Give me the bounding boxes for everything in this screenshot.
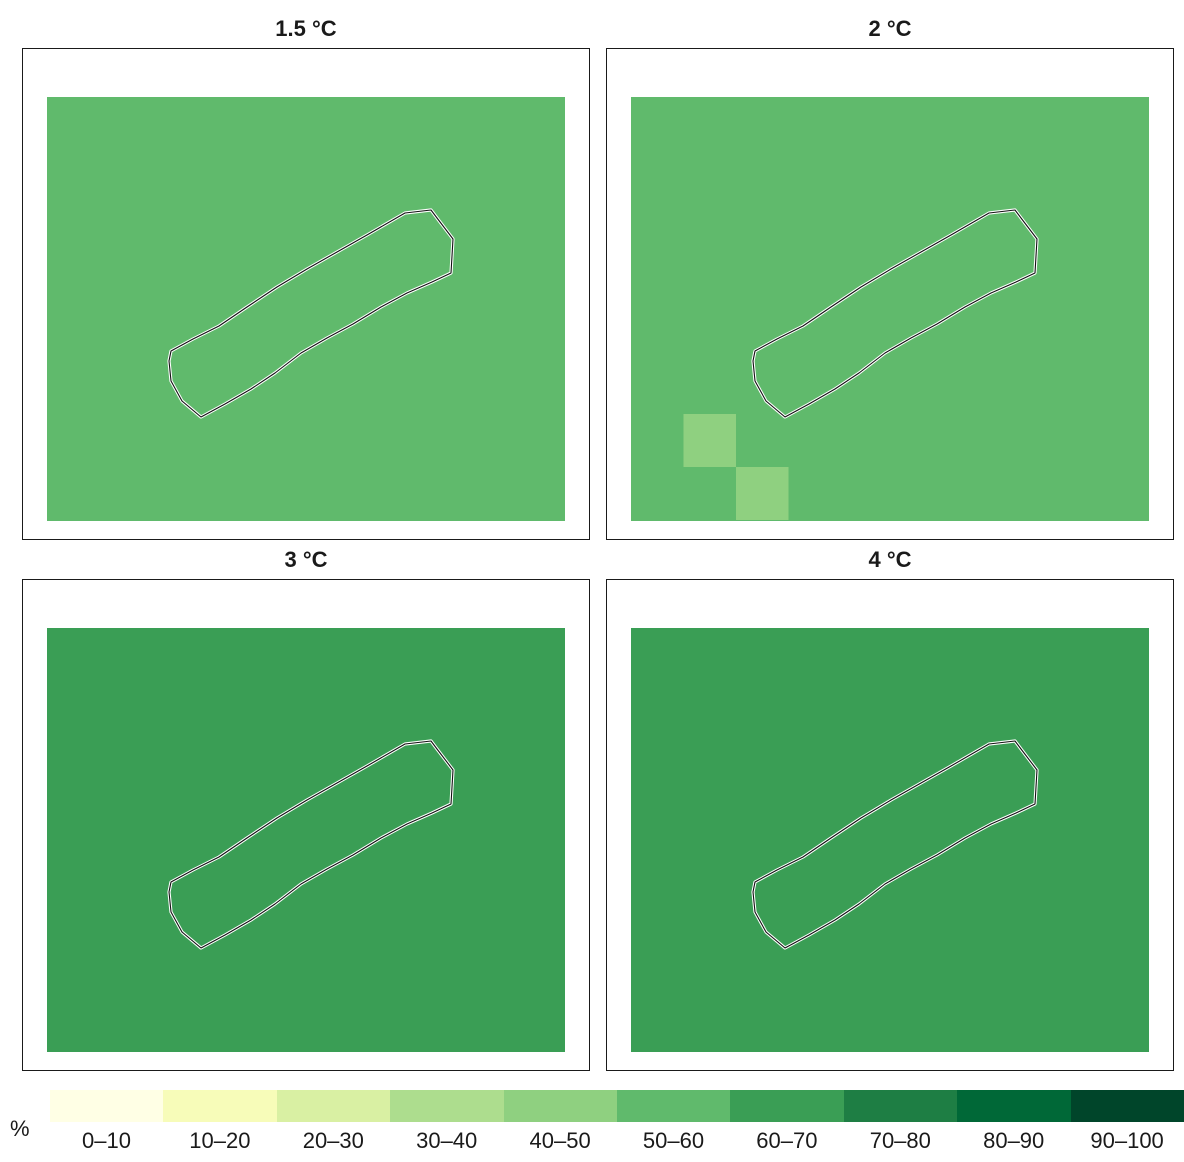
legend-label: 30–40	[416, 1128, 478, 1153]
legend-swatch	[503, 1090, 618, 1122]
map-panel-1	[22, 48, 590, 540]
map-svg	[47, 97, 565, 521]
map-panel-2	[606, 48, 1174, 540]
legend-label: 20–30	[302, 1128, 364, 1153]
legend-swatch	[617, 1090, 731, 1122]
panel-title-2: 2 °C	[868, 16, 912, 41]
legend-swatch	[390, 1090, 505, 1122]
legend-label: 80–90	[983, 1128, 1045, 1153]
legend-swatch	[730, 1090, 845, 1122]
legend-label: 90–100	[1090, 1128, 1164, 1153]
grid-cell	[683, 414, 736, 467]
legend-swatch	[1070, 1090, 1184, 1122]
legend-label: 70–80	[869, 1128, 931, 1153]
legend-swatch	[276, 1090, 391, 1122]
legend-unit: %	[10, 1116, 30, 1141]
legend-label: 0–10	[82, 1128, 131, 1153]
map-svg	[631, 97, 1149, 521]
legend-colorbar	[50, 1090, 1184, 1122]
map-area-3	[47, 628, 565, 1052]
map-fill	[631, 628, 1149, 1052]
legend-swatch	[957, 1090, 1072, 1122]
legend-label: 50–60	[642, 1128, 705, 1153]
panel-title-3: 3 °C	[284, 547, 328, 572]
legend-swatch	[163, 1090, 278, 1122]
legend-label: 60–70	[756, 1128, 818, 1153]
grid-cell	[736, 467, 789, 520]
region-outline	[168, 740, 454, 949]
legend-swatch	[843, 1090, 958, 1122]
map-area-4	[631, 628, 1149, 1052]
panel-title-1: 1.5 °C	[275, 16, 337, 41]
map-fill	[47, 97, 565, 521]
region-outline	[168, 209, 454, 418]
map-fill	[47, 628, 565, 1052]
legend-label: 10–20	[189, 1128, 251, 1153]
region-outline	[752, 740, 1038, 949]
map-panel-3	[22, 579, 590, 1071]
legend-label: 40–50	[529, 1128, 591, 1153]
map-svg	[631, 628, 1149, 1052]
legend-swatch	[50, 1090, 164, 1122]
map-svg	[47, 628, 565, 1052]
map-area-2	[631, 97, 1149, 521]
map-panel-4	[606, 579, 1174, 1071]
panel-title-4: 4 °C	[868, 547, 912, 572]
region-outline	[752, 209, 1038, 418]
map-area-1	[47, 97, 565, 521]
